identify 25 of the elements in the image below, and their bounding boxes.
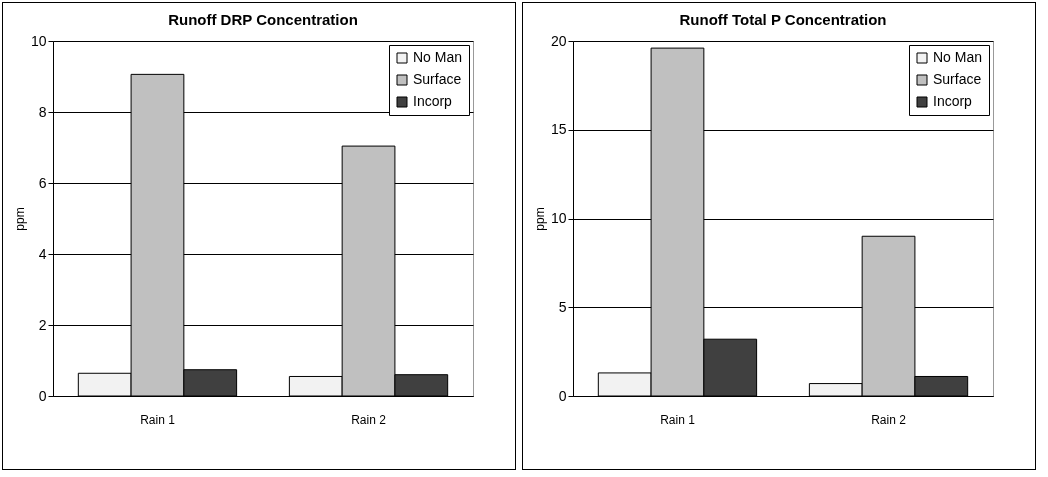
legend-label: Incorp (413, 93, 453, 109)
y-tick-label: 2 (38, 316, 47, 333)
y-tick-label: 10 (30, 32, 47, 49)
legend-label: Incorp (933, 93, 973, 109)
y-tick-label: 0 (558, 387, 567, 404)
y-tick-label: 6 (38, 174, 47, 191)
x-tick-label: Rain 2 (351, 412, 387, 427)
x-tick-label: Rain 1 (140, 412, 176, 427)
y-tick-label: 20 (550, 32, 567, 49)
legend-label: Surface (933, 71, 982, 87)
x-tick-label: Rain 2 (871, 412, 907, 427)
y-tick-label: 15 (550, 121, 567, 138)
legend-label: No Man (413, 49, 463, 65)
chart-title: Runoff Total P Concentration (679, 11, 887, 28)
legend-label: No Man (933, 49, 983, 65)
x-tick-label: Rain 1 (660, 412, 696, 427)
y-tick-label: 0 (38, 387, 47, 404)
y-tick-label: 10 (550, 210, 567, 226)
chart-title: Runoff DRP Concentration (168, 11, 358, 28)
y-axis-title: ppm (532, 207, 547, 231)
y-axis-title: ppm (12, 207, 27, 231)
y-tick-label: 5 (558, 298, 567, 315)
y-tick-label: 8 (38, 103, 47, 120)
y-tick-label: 4 (38, 245, 47, 262)
legend-label: Surface (413, 71, 462, 87)
